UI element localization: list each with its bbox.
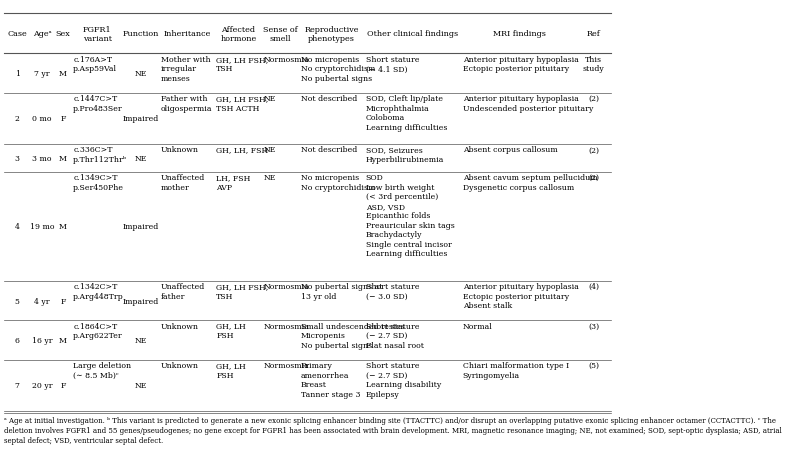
Text: Normal: Normal: [463, 322, 492, 330]
Text: 3 mo: 3 mo: [33, 155, 52, 162]
Text: NE: NE: [135, 381, 147, 389]
Text: (5): (5): [588, 361, 599, 369]
Text: Short stature
(− 3.0 SD): Short stature (− 3.0 SD): [366, 283, 419, 300]
Text: LH, FSH
AVP: LH, FSH AVP: [216, 174, 250, 191]
Text: Normosmia: Normosmia: [264, 56, 310, 64]
Text: No pubertal signs at
13 yr old: No pubertal signs at 13 yr old: [301, 283, 382, 300]
Text: 6: 6: [14, 336, 20, 344]
Text: c.1342C>T
p.Arg448Trp: c.1342C>T p.Arg448Trp: [73, 283, 124, 300]
Text: Ref: Ref: [587, 30, 601, 38]
Text: GH, LH, FSH: GH, LH, FSH: [216, 146, 269, 154]
Text: NE: NE: [135, 70, 147, 78]
Text: NE: NE: [264, 95, 277, 103]
Text: This
study: This study: [583, 56, 605, 73]
Text: Sense of
smell: Sense of smell: [263, 26, 298, 43]
Text: Function: Function: [123, 30, 159, 38]
Text: Normosmia: Normosmia: [264, 322, 310, 330]
Text: Primary
amenorrhea
Breast
Tanner stage 3: Primary amenorrhea Breast Tanner stage 3: [301, 361, 360, 397]
Text: Large deletion
(∼ 8.5 Mb)ᶜ: Large deletion (∼ 8.5 Mb)ᶜ: [73, 361, 131, 379]
Text: Unknown: Unknown: [161, 361, 199, 369]
Text: c.336C>T
p.Thr112Thrᵇ: c.336C>T p.Thr112Thrᵇ: [73, 146, 127, 163]
Text: Inheritance: Inheritance: [163, 30, 211, 38]
Text: 4: 4: [14, 223, 20, 231]
Text: (2): (2): [588, 146, 599, 154]
Text: Sex: Sex: [56, 30, 70, 38]
Text: Absent corpus callosum: Absent corpus callosum: [463, 146, 557, 154]
Text: (4): (4): [588, 283, 599, 291]
Text: SOD
Low birth weight
(< 3rd percentile)
ASD, VSD
Epicanthic folds
Preauricular s: SOD Low birth weight (< 3rd percentile) …: [366, 174, 455, 257]
Text: GH, LH FSH,
TSH: GH, LH FSH, TSH: [216, 283, 269, 300]
Text: (2): (2): [588, 174, 599, 182]
Text: Impaired: Impaired: [123, 115, 159, 123]
Text: Not described: Not described: [301, 95, 357, 103]
Text: Unknown: Unknown: [161, 322, 199, 330]
Text: GH, LH
FSH: GH, LH FSH: [216, 361, 246, 379]
Text: Unaffected
father: Unaffected father: [161, 283, 205, 300]
Text: 2: 2: [14, 115, 20, 123]
Text: Other clinical findings: Other clinical findings: [367, 30, 458, 38]
Text: Case: Case: [7, 30, 27, 38]
Text: c.1864C>T
p.Arg622Ter: c.1864C>T p.Arg622Ter: [73, 322, 123, 339]
Text: No micropenis
No cryptorchidism: No micropenis No cryptorchidism: [301, 174, 375, 191]
Text: Anterior pituitary hypoplasia
Ectopic posterior pituitary: Anterior pituitary hypoplasia Ectopic po…: [463, 56, 579, 73]
Text: Father with
oligospermia: Father with oligospermia: [161, 95, 212, 112]
Text: c.1447C>T
p.Pro483Ser: c.1447C>T p.Pro483Ser: [73, 95, 123, 112]
Text: NE: NE: [264, 146, 277, 154]
Text: 19 mo: 19 mo: [30, 223, 54, 231]
Text: Impaired: Impaired: [123, 297, 159, 305]
Text: Anterior pituitary hypoplasia
Undescended posterior pituitary: Anterior pituitary hypoplasia Undescende…: [463, 95, 593, 112]
Text: Anterior pituitary hypoplasia
Ectopic posterior pituitary
Absent stalk: Anterior pituitary hypoplasia Ectopic po…: [463, 283, 579, 309]
Text: F: F: [60, 381, 65, 389]
Text: Unknown: Unknown: [161, 146, 199, 154]
Text: M: M: [59, 223, 67, 231]
Text: 20 yr: 20 yr: [32, 381, 52, 389]
Text: 16 yr: 16 yr: [32, 336, 52, 344]
Text: Normosmia: Normosmia: [264, 361, 310, 369]
Text: Unaffected
mother: Unaffected mother: [161, 174, 205, 191]
Text: Small undescended testes
Micropenis
No pubertal signs: Small undescended testes Micropenis No p…: [301, 322, 405, 349]
Text: GH, LH
FSH: GH, LH FSH: [216, 322, 246, 339]
Text: Impaired: Impaired: [123, 223, 159, 231]
Text: Absent cavum septum pellucidum
Dysgenetic corpus callosum: Absent cavum septum pellucidum Dysgeneti…: [463, 174, 597, 191]
Text: 4 yr: 4 yr: [34, 297, 50, 305]
Text: Chiari malformation type I
Syringomyelia: Chiari malformation type I Syringomyelia: [463, 361, 569, 379]
Text: c.1349C>T
p.Ser450Phe: c.1349C>T p.Ser450Phe: [73, 174, 124, 191]
Text: NE: NE: [135, 336, 147, 344]
Text: FGFR1
variant: FGFR1 variant: [83, 26, 112, 43]
Text: (2): (2): [588, 95, 599, 103]
Text: c.176A>T
p.Asp59Val: c.176A>T p.Asp59Val: [73, 56, 117, 73]
Text: GH, LH FSH,
TSH ACTH: GH, LH FSH, TSH ACTH: [216, 95, 269, 112]
Text: Normosmia: Normosmia: [264, 283, 310, 291]
Text: Short stature
(− 4.1 SD): Short stature (− 4.1 SD): [366, 56, 419, 73]
Text: No micropenis
No cryptorchidism
No pubertal signs: No micropenis No cryptorchidism No puber…: [301, 56, 375, 83]
Text: 1: 1: [14, 70, 20, 78]
Text: GH, LH FSH,
TSH: GH, LH FSH, TSH: [216, 56, 269, 73]
Text: M: M: [59, 70, 67, 78]
Text: 3: 3: [14, 155, 20, 162]
Text: MRI findings: MRI findings: [493, 30, 545, 38]
Text: Reproductive
phenotypes: Reproductive phenotypes: [304, 26, 359, 43]
Text: Mother with
irregular
menses: Mother with irregular menses: [161, 56, 210, 83]
Text: SOD, Cleft lip/plate
Microphthalmia
Coloboma
Learning difficulties: SOD, Cleft lip/plate Microphthalmia Colo…: [366, 95, 447, 132]
Text: (3): (3): [588, 322, 599, 330]
Text: 7: 7: [14, 381, 20, 389]
Text: 0 mo: 0 mo: [33, 115, 52, 123]
Text: F: F: [60, 297, 65, 305]
Text: 7 yr: 7 yr: [34, 70, 50, 78]
Text: NE: NE: [135, 155, 147, 162]
Text: M: M: [59, 336, 67, 344]
Text: 5: 5: [14, 297, 20, 305]
Text: M: M: [59, 155, 67, 162]
Text: Short stature
(− 2.7 SD)
Flat nasal root: Short stature (− 2.7 SD) Flat nasal root: [366, 322, 424, 349]
Text: Not described: Not described: [301, 146, 357, 154]
Text: Affected
hormone: Affected hormone: [220, 26, 257, 43]
Text: ᵃ Age at initial investigation. ᵇ This variant is predicted to generate a new ex: ᵃ Age at initial investigation. ᵇ This v…: [4, 416, 781, 444]
Text: F: F: [60, 115, 65, 123]
Text: Short stature
(− 2.7 SD)
Learning disability
Epilepsy: Short stature (− 2.7 SD) Learning disabi…: [366, 361, 441, 397]
Text: SOD, Seizures
Hyperbilirubinemia: SOD, Seizures Hyperbilirubinemia: [366, 146, 444, 163]
Text: NE: NE: [264, 174, 277, 182]
Text: Ageᵃ: Ageᵃ: [33, 30, 52, 38]
